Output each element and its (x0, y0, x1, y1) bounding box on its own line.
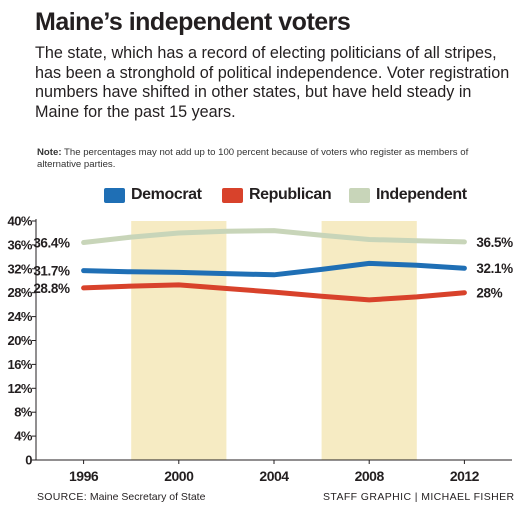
y-tick-label: 36% (7, 237, 32, 252)
x-tick-label: 2012 (450, 468, 480, 484)
data-label-independent-start: 36.4% (33, 236, 70, 251)
data-label-democrat-start: 31.7% (33, 264, 70, 279)
data-labels: 36.4% 36.5% 31.7% 32.1% 28.8% 28% (33, 235, 513, 301)
legend-swatch-independent (349, 187, 370, 203)
series-line-independent (81, 228, 467, 245)
x-tick-label: 2008 (355, 468, 385, 484)
y-tick-label: 24% (7, 309, 32, 324)
y-tick-label: 4% (14, 429, 33, 444)
shaded-band-2 (321, 221, 417, 460)
y-axis: 0 4% 8% 12% 16% 20% 24% 28% 32% 36% 40% (7, 214, 37, 468)
y-tick-label: 20% (7, 333, 32, 348)
source-label: SOURCE: (37, 491, 87, 503)
x-tick-label: 1996 (69, 468, 99, 484)
intro-text: The state, which has a record of electin… (35, 44, 510, 121)
legend-swatch-democrat (104, 187, 125, 203)
y-tick-label: 40% (7, 214, 32, 229)
note-body: The percentages may not add up to 100 pe… (37, 147, 469, 170)
x-tick-label: 2004 (259, 468, 289, 484)
y-tick-label: 0 (25, 453, 32, 468)
shaded-bands (131, 221, 417, 460)
credit-line: STAFF GRAPHIC | MICHAEL FISHER (323, 491, 515, 503)
y-tick-label: 28% (7, 285, 32, 300)
legend-swatch-republican (222, 187, 243, 203)
series-line-democrat (81, 260, 467, 278)
note-label: Note: (37, 147, 62, 158)
source-text: Maine Secretary of State (86, 491, 206, 503)
chart-title: Maine’s independent voters (35, 8, 351, 36)
legend-label-republican: Republican (249, 186, 332, 203)
series-lines (81, 228, 467, 303)
legend-item-republican: Republican (222, 186, 332, 204)
y-tick-label: 32% (7, 261, 32, 276)
x-tick-label: 2000 (164, 468, 194, 484)
shaded-band-1 (131, 221, 227, 460)
data-label-republican-start: 28.8% (33, 281, 70, 296)
y-tick-label: 12% (7, 381, 32, 396)
series-line-republican (81, 282, 467, 303)
data-label-democrat-end: 32.1% (476, 261, 513, 276)
legend-label-democrat: Democrat (131, 186, 202, 203)
note-text: Note: The percentages may not add up to … (37, 147, 507, 171)
x-axis: 1996 2000 2004 2008 2012 (36, 459, 512, 484)
legend-item-independent: Independent (349, 186, 467, 204)
data-label-republican-end: 28% (476, 286, 502, 301)
data-label-independent-end: 36.5% (476, 235, 513, 250)
source-line: SOURCE: Maine Secretary of State (37, 491, 205, 503)
y-tick-label: 16% (7, 357, 32, 372)
y-tick-label: 8% (14, 405, 33, 420)
legend-label-independent: Independent (376, 186, 467, 203)
legend-item-democrat: Democrat (104, 186, 202, 204)
